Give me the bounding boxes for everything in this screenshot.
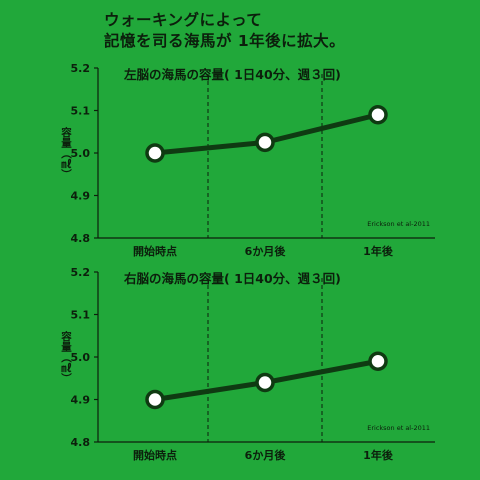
chart-title: 右脳の海馬の容量( 1日40分、週３回) [123, 271, 341, 286]
y-tick-label: 5.1 [71, 309, 91, 322]
source-annotation: Erickson et al-2011 [367, 220, 430, 228]
data-point [255, 372, 275, 393]
x-tick-label: 1年後 [363, 244, 394, 258]
data-point [368, 105, 388, 125]
y-tick-label: 5.2 [71, 266, 91, 279]
headline-line-2: 記憶を司る海馬が 1年後に拡大。 [104, 32, 346, 50]
y-tick-label: 4.9 [71, 394, 91, 407]
headline: ウォーキングによって 記憶を司る海馬が 1年後に拡大。 [104, 10, 345, 52]
y-tick-label: 5.2 [71, 62, 91, 75]
y-tick-label: 5.1 [71, 105, 91, 118]
y-tick-label: 4.8 [71, 436, 91, 449]
y-tick-label: 4.9 [71, 190, 91, 203]
x-tick-label: 6か月後 [245, 244, 287, 258]
data-point [255, 132, 275, 153]
y-tick-label: 5.0 [71, 351, 91, 364]
x-tick-label: 6か月後 [245, 448, 287, 462]
left-hippocampus-chart: 5.2 5.1 5.0 4.9 4.8 開始時点 6か月後 1年後 左脳の海馬の容量( 1日40… [60, 62, 435, 258]
source-annotation: Erickson et al-2011 [367, 424, 430, 432]
x-tick-label: 1年後 [363, 448, 394, 462]
right-hippocampus-chart: 5.2 5.1 5.0 4.9 4.8 開始時点 6か月後 1年後 右脳の海馬の容量( 1日40… [60, 266, 435, 462]
y-tick-label: 4.8 [71, 232, 91, 245]
data-point [145, 389, 165, 410]
data-point [145, 143, 165, 163]
headline-line-1: ウォーキングによって [104, 11, 263, 29]
x-tick-label: 開始時点 [133, 244, 177, 258]
y-axis-label: 容量（㎖） [60, 126, 72, 179]
data-point [368, 351, 388, 371]
y-axis-label: 容量（㎖） [60, 330, 72, 383]
y-tick-label: 5.0 [71, 147, 91, 160]
chart-title: 左脳の海馬の容量( 1日40分、週３回) [123, 67, 341, 82]
x-tick-label: 開始時点 [133, 448, 177, 462]
